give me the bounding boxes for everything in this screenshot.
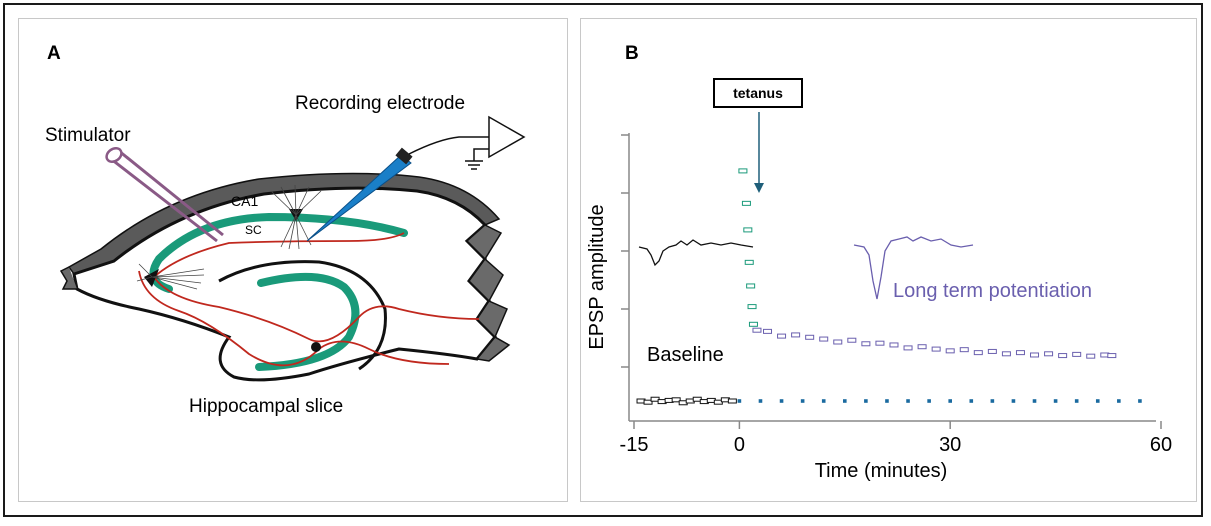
figure-frame [3, 3, 1203, 517]
ca1-label: CA1 [231, 193, 258, 209]
stimulator-electrode [105, 147, 224, 243]
post-tetanic-data-point [744, 259, 754, 265]
ltp-data-point [833, 339, 843, 345]
recording-electrode-label: Recording electrode [295, 93, 465, 114]
ltp-data-point [861, 341, 871, 347]
dentate-cell-layer [255, 272, 360, 371]
post-tetanic-data-point [746, 283, 756, 289]
ltp-data-point [777, 333, 787, 339]
baseline-reference-dot [800, 399, 805, 403]
baseline-reference-dot [758, 399, 763, 403]
baseline-reference-dot [843, 399, 847, 403]
slice-right-edge [465, 224, 511, 362]
slice-outline [72, 186, 498, 382]
hippocampus-diagram: Stimulator Recording electrode CA1 SC Hi… [45, 93, 526, 417]
post-tetanic-data-point [747, 304, 757, 310]
perforant-pathway [138, 270, 450, 367]
ltp-data-point [805, 334, 815, 340]
hippocampal-slice-label: Hippocampal slice [189, 396, 343, 417]
ltp-data-point [819, 336, 829, 342]
baseline-reference-dot [1138, 399, 1142, 403]
amplifier-icon [488, 115, 526, 159]
baseline-reference-dot [906, 399, 910, 403]
baseline-reference-dot [885, 399, 889, 403]
y-ticks [621, 134, 629, 368]
baseline-annotation: Baseline [647, 344, 724, 366]
schaffer-pathway [153, 232, 405, 278]
ltp-data-point [917, 344, 927, 350]
ltp-data-point [1107, 353, 1117, 359]
ltp-data-point [959, 347, 969, 353]
x-tick-label: 60 [1150, 434, 1172, 456]
ltp-data-point [791, 332, 801, 338]
baseline-reference-dot [948, 399, 952, 403]
ltp-data-point [903, 345, 913, 351]
x-tick-label: -15 [620, 434, 649, 456]
x-tick-label: 0 [734, 434, 745, 456]
ltp-data-point [973, 350, 983, 356]
baseline-reference-dot [1032, 399, 1037, 403]
post-tetanic-data-point [743, 227, 753, 233]
baseline-reference-dot [737, 399, 742, 403]
baseline-reference-dot [969, 399, 974, 403]
ltp-data-point [931, 346, 941, 352]
recording-electrode [306, 115, 526, 242]
ltp-chart: -15 0 30 60 EPSP amplitude Time (minutes) B… [586, 112, 1172, 482]
baseline-epsp-trace [638, 239, 754, 267]
baseline-reference-dot [864, 399, 868, 403]
baseline-reference-dot [821, 399, 826, 403]
ca3-dendrites [136, 263, 205, 290]
tetanus-arrowhead [754, 183, 764, 193]
baseline-reference-dot [1095, 399, 1100, 403]
ltp-epsp-trace [853, 236, 974, 300]
x-axis-label: Time (minutes) [815, 460, 948, 482]
ltp-data-point [889, 342, 899, 348]
panel-a-label: A [47, 43, 61, 64]
ca3-neuron-icon [144, 269, 159, 287]
baseline-data-point [643, 399, 653, 405]
ltp-data-point [875, 340, 885, 346]
granule-cell-icon [311, 342, 321, 352]
y-axis-label: EPSP amplitude [586, 204, 608, 349]
x-tick-label: 30 [939, 434, 961, 456]
ltp-data-point [763, 328, 773, 334]
dentate-fold [218, 260, 387, 371]
baseline-reference-dot [1053, 399, 1058, 403]
ca1-dendrites [270, 184, 322, 250]
ltp-data-point [1015, 350, 1025, 356]
ltp-data-point [752, 327, 762, 333]
ltp-annotation: Long term potentiation [893, 280, 1092, 302]
baseline-data-point [671, 397, 681, 403]
ltp-data-point [945, 348, 955, 354]
ltp-data-point [1030, 352, 1040, 358]
panel-b: B tetanus -15 0 30 60 EPSP amplitude Time (… [580, 18, 1197, 502]
tetanus-label: tetanus [713, 78, 803, 108]
post-tetanic-data-point [738, 168, 748, 174]
panel-a: A [18, 18, 568, 502]
ground-icon [465, 160, 483, 170]
sc-label: SC [245, 223, 262, 237]
slice-left-notch [59, 266, 77, 290]
x-ticks: -15 0 30 60 [620, 421, 1172, 456]
ltp-data-point [1072, 351, 1082, 357]
post-tetanic-data-point [748, 321, 758, 327]
post-tetanic-data-point [741, 200, 751, 206]
ltp-data-point [1044, 351, 1054, 357]
ltp-data-point [1001, 351, 1011, 357]
ltp-data-point [1058, 353, 1068, 359]
mossy-fiber-pathway [153, 276, 480, 343]
baseline-reference-dot [990, 399, 995, 403]
baseline-reference-dot [1074, 399, 1079, 403]
baseline-data-point [727, 398, 737, 404]
baseline-reference-dot [927, 399, 931, 403]
baseline-reference-dot [1117, 399, 1121, 403]
stimulator-label: Stimulator [45, 125, 131, 146]
ltp-data-point [987, 348, 997, 354]
chart-marks [636, 168, 1142, 406]
baseline-reference-dot [779, 399, 784, 403]
panel-b-label: B [625, 43, 639, 64]
baseline-reference-dot [1011, 399, 1016, 403]
ltp-data-point [1086, 353, 1096, 359]
ltp-data-point [847, 337, 857, 343]
